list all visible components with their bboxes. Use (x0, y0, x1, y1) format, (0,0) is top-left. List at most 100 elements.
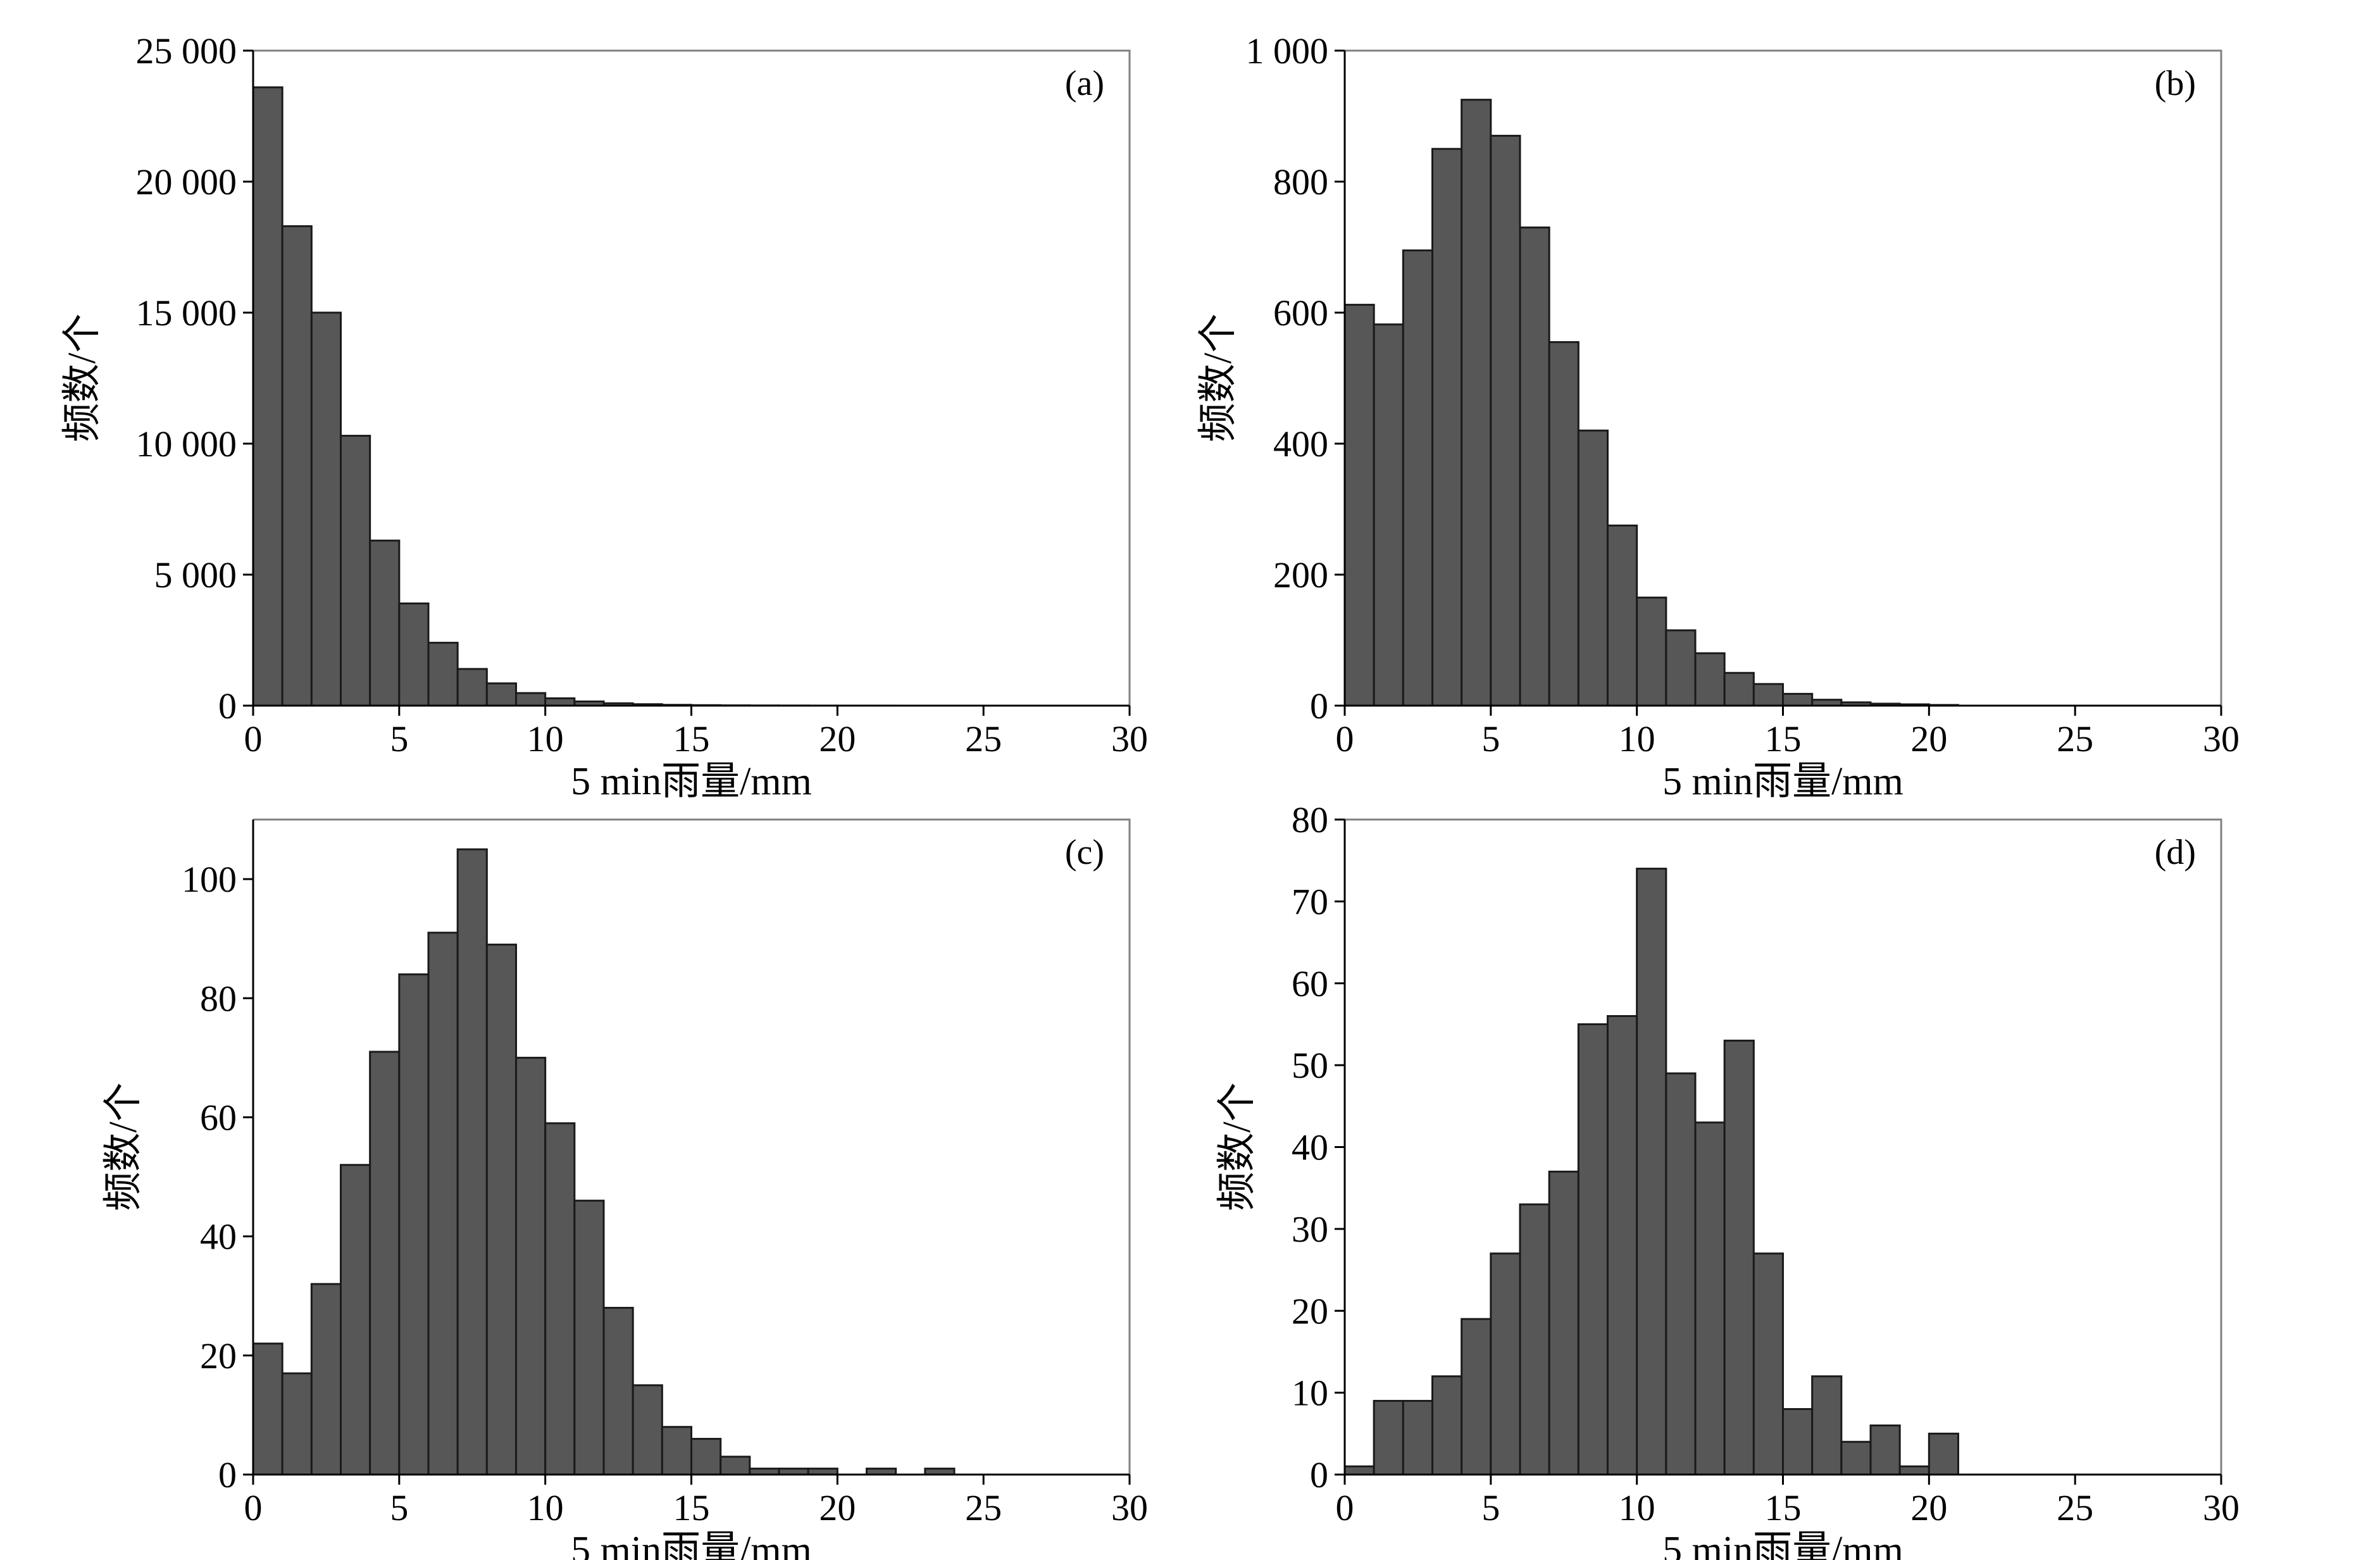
y-axis-title: 频数/个 (61, 313, 104, 442)
x-tick-label: 25 (2057, 718, 2093, 759)
histogram-bar (1373, 1400, 1404, 1476)
x-tick-label: 30 (2203, 1487, 2240, 1528)
histogram-bar (340, 1164, 371, 1476)
y-tick-label: 10 000 (136, 423, 237, 465)
x-tick-label: 0 (1336, 718, 1354, 759)
histogram-bar (1928, 1432, 1959, 1476)
y-tick-label: 200 (1273, 554, 1328, 596)
y-tick-label: 0 (1310, 685, 1328, 727)
histogram-bar (1431, 147, 1463, 707)
y-axis-title: 频数/个 (1197, 313, 1240, 442)
y-tick-label: 50 (1292, 1045, 1328, 1086)
y-tick-label: 20 (1292, 1290, 1328, 1332)
x-tick-label: 20 (1910, 718, 1947, 759)
histogram-bar (1461, 1318, 1492, 1476)
y-tick-label: 100 (182, 859, 237, 900)
x-tick-label: 5 (1481, 1487, 1500, 1528)
plot-frame (253, 49, 1131, 706)
histogram-bar (1519, 226, 1550, 707)
histogram-bar (1752, 683, 1784, 707)
histogram-bar (340, 435, 371, 707)
histogram-bar (1840, 1440, 1872, 1476)
y-tick-label: 60 (1292, 963, 1328, 1004)
histogram-bar (1723, 671, 1755, 707)
histogram-bar (720, 1456, 751, 1476)
x-axis-title: 5 min雨量/mm (1662, 1529, 1903, 1560)
panel-d: 0 5 10 15 20 25 30 0 10 20 30 40 50 60 70 80 5 min雨量/mm 频… (1216, 799, 2240, 1560)
y-tick-label: 80 (1292, 799, 1328, 840)
histogram-bar (1490, 135, 1521, 707)
plot-frame (1345, 49, 2222, 706)
y-tick-label: 60 (200, 1097, 237, 1138)
y-tick-label: 0 (218, 1454, 237, 1495)
histogram-bar (1519, 1203, 1550, 1476)
histogram-bar (281, 225, 313, 707)
histogram-bar (1490, 1252, 1521, 1476)
histogram-bar (573, 1199, 605, 1476)
histogram-bar (1723, 1039, 1755, 1476)
histogram-bar (310, 1283, 342, 1476)
histogram-bar (252, 86, 283, 707)
x-tick-label: 30 (1111, 1487, 1148, 1528)
x-tick-label: 0 (1336, 1487, 1354, 1528)
histogram-bar (1811, 1375, 1843, 1476)
histogram-bar (1461, 99, 1492, 707)
plot-frame (253, 818, 1131, 1475)
panel-b: 0 5 10 15 20 25 30 0 200 400 600 800 1 000 5 min雨量/mm… (1197, 30, 2240, 803)
x-tick-label: 30 (2203, 718, 2240, 759)
y-tick-label: 400 (1273, 423, 1328, 465)
histogram-bar (369, 1051, 401, 1476)
y-tick-label: 25 000 (136, 30, 237, 72)
histogram-bar (602, 1307, 634, 1476)
x-tick-label: 0 (244, 718, 263, 759)
histogram-bar (515, 692, 547, 707)
y-axis-title: 频数/个 (102, 1082, 145, 1211)
x-tick-label: 15 (1765, 718, 1802, 759)
histogram-bar (1782, 692, 1814, 707)
histogram-bar (310, 311, 342, 707)
y-axis-title: 频数/个 (1216, 1082, 1259, 1211)
histogram-bar (690, 1438, 722, 1476)
histogram-bar (456, 668, 488, 707)
histogram-bar (632, 1384, 663, 1476)
x-tick-label: 25 (965, 1487, 1002, 1528)
histogram-bar (1431, 1375, 1463, 1476)
x-tick-label: 15 (1765, 1487, 1802, 1528)
histogram-bar (1636, 596, 1667, 707)
histogram-bar (1607, 1015, 1638, 1476)
panel-label: (d) (2155, 833, 2196, 872)
y-tick-label: 20 (200, 1335, 237, 1376)
histogram-bar (1898, 1465, 1930, 1476)
histogram-bar (1402, 249, 1433, 707)
y-tick-label: 5 000 (154, 554, 237, 596)
panel-label: (c) (1065, 833, 1104, 872)
histogram-bar (398, 973, 430, 1476)
x-tick-label: 30 (1111, 718, 1148, 759)
histogram-bar (427, 932, 459, 1476)
histogram-bar (398, 602, 430, 707)
y-tick-label: 15 000 (136, 292, 237, 334)
y-tick-label: 0 (1310, 1454, 1328, 1495)
x-tick-label: 10 (1619, 718, 1655, 759)
histogram-bar (1694, 652, 1726, 707)
x-tick-label: 20 (819, 1487, 856, 1528)
histogram-bar (1752, 1252, 1784, 1476)
histogram-bar (1548, 1170, 1579, 1476)
histogram-bar (1869, 1424, 1901, 1476)
histogram-bar (456, 848, 488, 1476)
y-tick-label: 20 000 (136, 161, 237, 203)
histogram-bar (544, 1122, 576, 1476)
histogram-bar (1373, 323, 1404, 707)
histogram-bar (1636, 868, 1667, 1476)
histogram-bar (485, 944, 517, 1476)
y-tick-label: 800 (1273, 161, 1328, 203)
histogram-bar (1577, 429, 1609, 707)
histogram-bar (1665, 629, 1697, 707)
x-tick-label: 25 (965, 718, 1002, 759)
histogram-bar (1343, 1465, 1375, 1476)
histogram-bar (1548, 341, 1579, 707)
histogram-bar (515, 1056, 547, 1476)
x-tick-label: 15 (673, 718, 710, 759)
histogram-bar (1577, 1023, 1609, 1476)
